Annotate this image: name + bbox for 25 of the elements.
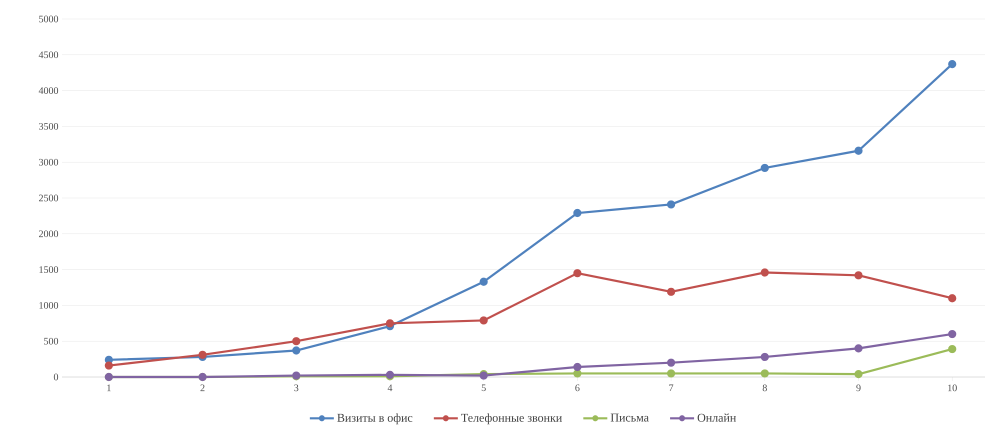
y-tick-label: 2000 [38, 230, 58, 238]
x-tick-label: 6 [575, 384, 580, 392]
y-tick-label: 5000 [39, 16, 58, 22]
x-tick-label: 7 [669, 384, 674, 392]
x-tick-label: 2 [200, 384, 205, 392]
y-tick-label: 3000 [39, 158, 58, 166]
y-tick-label: 4500 [38, 51, 58, 58]
legend-label: Письма [610, 414, 649, 422]
y-tick-label: 0 [54, 374, 58, 380]
y-tick-label: 1000 [39, 302, 58, 309]
x-tick-label: 5 [482, 384, 486, 392]
legend-label: Телефонные звонки [461, 413, 562, 424]
legend-label: Онлайн [698, 413, 736, 422]
x-tick-label: 1 [107, 384, 111, 392]
x-tick-label: 8 [762, 384, 767, 392]
legend-label: Визиты в офис [337, 413, 412, 424]
x-tick-label: 4 [388, 384, 392, 392]
y-tick-label: 1500 [39, 266, 58, 273]
y-tick-label: 3500 [39, 123, 58, 130]
x-tick-label: 3 [294, 384, 298, 392]
y-tick-label: 500 [44, 338, 58, 345]
x-tick-label: 10 [948, 384, 957, 392]
y-tick-label: 2500 [38, 194, 58, 202]
y-tick-label: 4000 [38, 87, 58, 94]
x-tick-label: 9 [856, 384, 861, 392]
